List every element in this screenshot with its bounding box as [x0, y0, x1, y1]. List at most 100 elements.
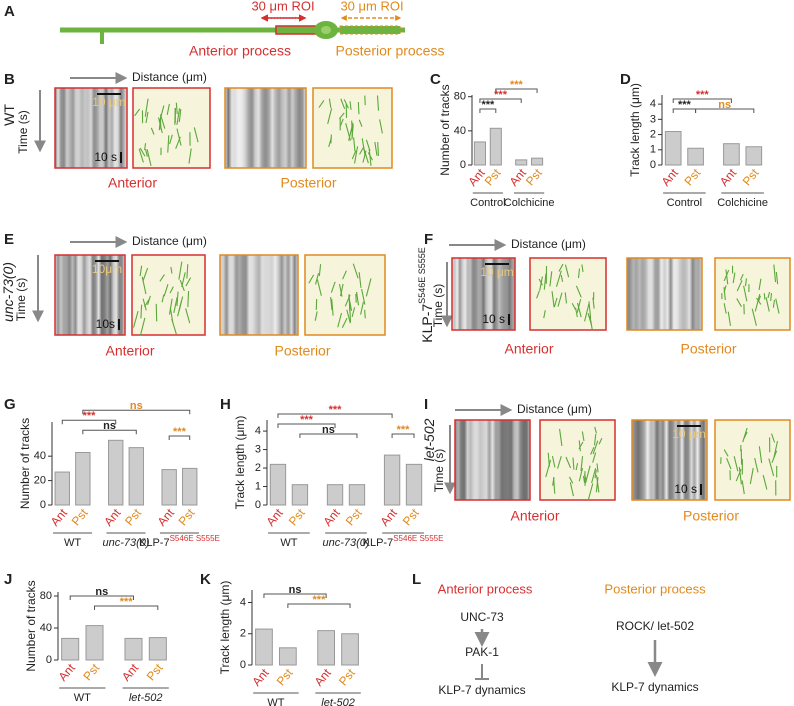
- scale-label: 10 s: [482, 312, 505, 326]
- significance-bracket: [168, 435, 191, 440]
- y-axis-label: Time (s): [14, 278, 28, 322]
- track: [538, 278, 543, 286]
- y-tick-label: 40: [454, 125, 466, 137]
- track: [166, 103, 170, 115]
- track: [349, 101, 352, 110]
- category-label: Ant: [56, 660, 79, 683]
- track: [744, 278, 747, 287]
- track: [314, 311, 318, 321]
- anterior-label: Anterior: [108, 175, 157, 191]
- track: [144, 143, 147, 151]
- significance-bracket: [82, 429, 137, 435]
- track: [330, 281, 336, 293]
- bar: [341, 633, 359, 666]
- y-tick-label: 4: [240, 596, 246, 608]
- track: [176, 291, 179, 307]
- genotype: WT: [1, 104, 17, 126]
- track: [767, 291, 771, 299]
- track: [749, 467, 754, 485]
- bar: [61, 637, 80, 661]
- track: [582, 475, 586, 483]
- posterior-label: Posterior: [274, 343, 330, 359]
- track: [169, 134, 173, 145]
- track: [342, 270, 347, 280]
- pathway-diagram: L Anterior process UNC-73 PAK-1 KLP-7 dy…: [412, 571, 706, 697]
- track: [557, 456, 562, 469]
- track: [742, 427, 748, 443]
- track: [727, 311, 732, 326]
- genotype: let-502: [421, 418, 437, 461]
- anterior-label: Anterior process: [189, 43, 291, 59]
- group-label: Control: [667, 197, 702, 209]
- track: [765, 297, 770, 312]
- track: [572, 457, 575, 470]
- bar: [723, 143, 740, 166]
- track: [741, 480, 745, 495]
- track-plot: [714, 419, 791, 501]
- group-label: Control: [470, 197, 505, 209]
- significance-bracket: [69, 595, 134, 600]
- significance-label: ***: [313, 594, 327, 606]
- x-axis-label: Distance (μm): [517, 402, 592, 416]
- y-axis-label: Track length (μm): [628, 83, 642, 177]
- y-tick-label: 3: [650, 113, 656, 125]
- y-tick-label: 4: [255, 425, 261, 437]
- track: [723, 449, 729, 457]
- track: [353, 137, 356, 152]
- track: [575, 307, 578, 318]
- diagram-node: KLP-7 dynamics: [438, 683, 525, 697]
- track: [751, 308, 757, 326]
- bar: [317, 630, 335, 666]
- track: [340, 283, 344, 297]
- track: [591, 467, 597, 484]
- track: [552, 477, 555, 486]
- bar: [348, 484, 366, 506]
- track: [167, 135, 170, 153]
- track: [351, 150, 357, 160]
- anterior-label: Anterior: [105, 343, 154, 359]
- track: [144, 299, 150, 308]
- track: [577, 268, 581, 279]
- track: [557, 292, 563, 307]
- anterior-label: Anterior: [504, 341, 553, 357]
- track: [592, 440, 599, 455]
- track: [168, 298, 173, 315]
- significance-bracket: [495, 88, 538, 93]
- track: [138, 148, 144, 163]
- track: [367, 152, 374, 161]
- kymograph: [219, 254, 299, 336]
- posterior-label: Posterior process: [336, 43, 445, 59]
- track: [318, 100, 325, 108]
- group-label: WT: [267, 697, 284, 706]
- track: [763, 293, 766, 300]
- significance-bracket: [479, 98, 522, 103]
- y-axis-label: Track length (μm): [233, 416, 247, 510]
- category-label: Ant: [263, 505, 286, 528]
- significance-bracket: [82, 409, 191, 415]
- y-tick-label: 0: [46, 654, 52, 666]
- track: [185, 277, 192, 287]
- category-label: Ant: [48, 505, 71, 528]
- significance-label: ns: [130, 400, 143, 412]
- track: [581, 264, 584, 272]
- track: [161, 294, 165, 303]
- group-label: KLP-7S546E S555E: [139, 534, 220, 549]
- group-label: WT: [74, 692, 91, 704]
- neuron-schematic: [60, 14, 405, 44]
- category-label: Ant: [312, 665, 335, 688]
- track: [584, 303, 590, 322]
- significance-bracket: [479, 108, 497, 113]
- track-plot: [132, 87, 211, 169]
- track: [338, 112, 345, 120]
- y-tick-label: 80: [454, 91, 466, 103]
- track: [756, 297, 762, 305]
- y-tick-label: 2: [650, 128, 656, 140]
- group-name: let-502: [321, 697, 355, 706]
- track: [736, 280, 743, 292]
- diagram-title: Posterior process: [604, 581, 706, 596]
- group-name: Control: [667, 197, 702, 209]
- track: [359, 147, 364, 155]
- bar: [124, 637, 143, 661]
- track: [575, 463, 579, 471]
- track: [558, 263, 564, 272]
